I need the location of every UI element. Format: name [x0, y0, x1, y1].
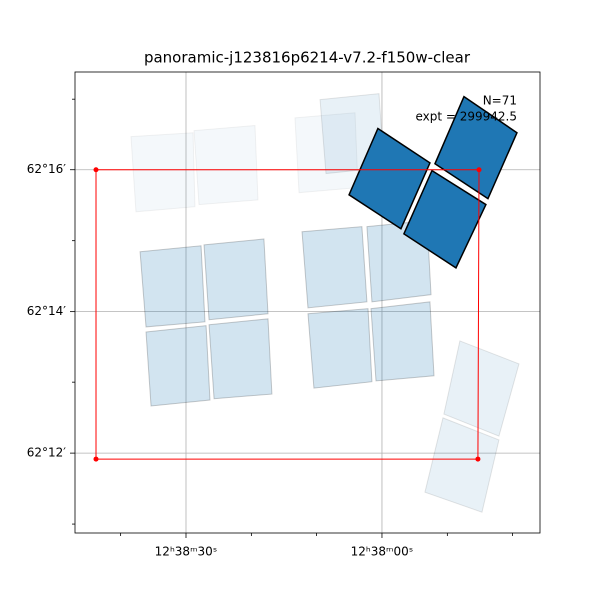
- footprint: [145, 325, 211, 407]
- x-tick-label: 12ʰ38ᵐ00ˢ: [351, 545, 414, 559]
- footprint: [370, 301, 435, 382]
- outline-vertex: [475, 456, 481, 462]
- plot-layer: [93, 93, 520, 513]
- footprint: [424, 417, 500, 513]
- annotation: expt = 299942.5: [415, 110, 517, 124]
- outline-vertex: [476, 167, 482, 173]
- outline-vertex: [93, 456, 99, 462]
- footprint: [434, 95, 518, 200]
- footprint: [203, 238, 269, 321]
- y-tick-label: 62°14′: [27, 304, 67, 318]
- footprint: [307, 308, 373, 389]
- footprint: [443, 340, 520, 437]
- footprint: [301, 226, 368, 309]
- footprint: [193, 124, 259, 206]
- chart-title: panoramic-j123816p6214-v7.2-f150w-clear: [144, 49, 471, 67]
- y-tick-label: 62°12′: [27, 446, 67, 460]
- footprint: [130, 132, 196, 213]
- outline-vertex: [93, 167, 99, 173]
- x-tick-label: 12ʰ38ᵐ30ˢ: [155, 545, 218, 559]
- annotation: N=71: [483, 94, 517, 108]
- footprint: [402, 169, 487, 269]
- footprint: [139, 245, 206, 328]
- axes-frame: [74, 71, 541, 534]
- footprint: [208, 318, 273, 400]
- footprint: [348, 127, 431, 230]
- y-tick-label: 62°16′: [27, 162, 67, 176]
